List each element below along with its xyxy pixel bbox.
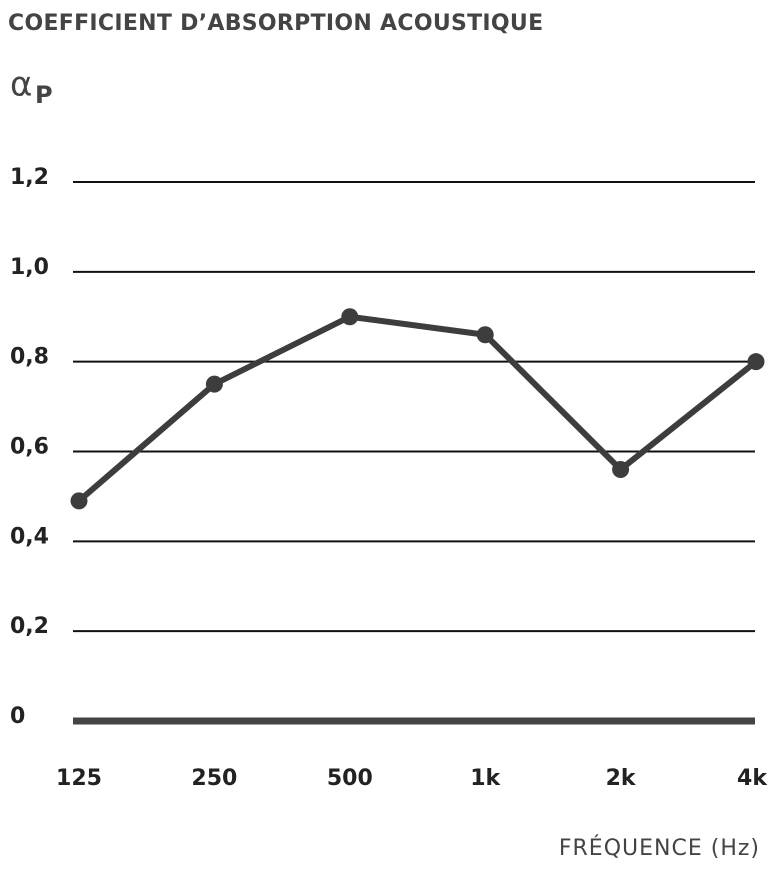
x-axis-label: FRÉQUENCE (Hz)	[559, 835, 760, 861]
data-line	[77, 313, 758, 504]
x-tick-label: 125	[56, 766, 102, 791]
x-tick-label: 250	[191, 766, 237, 791]
y-tick-label: 0,4	[10, 524, 49, 549]
y-tick-label: 0	[10, 704, 25, 729]
y-tick-label: 1,0	[10, 255, 49, 280]
y-tick-label: 1,2	[10, 165, 49, 190]
data-point	[476, 326, 494, 344]
data-point	[70, 492, 88, 510]
x-tick-label: 4k	[737, 766, 768, 791]
y-tick-label: 0,6	[10, 435, 49, 460]
y-axis-label-subscript: P	[35, 81, 53, 109]
data-point	[205, 375, 223, 393]
chart-title: COEFFICIENT D’ABSORPTION ACOUSTIQUE	[8, 11, 543, 36]
data-point	[341, 308, 359, 326]
data-point	[612, 460, 630, 478]
x-tick-label: 500	[327, 766, 373, 791]
y-tick-label: 0,8	[10, 345, 49, 370]
y-tick-label: 0,2	[10, 614, 49, 639]
y-axis-label: α	[10, 65, 32, 105]
x-tick-label: 2k	[606, 766, 637, 791]
data-point	[747, 353, 765, 371]
x-tick-label: 1k	[470, 766, 501, 791]
